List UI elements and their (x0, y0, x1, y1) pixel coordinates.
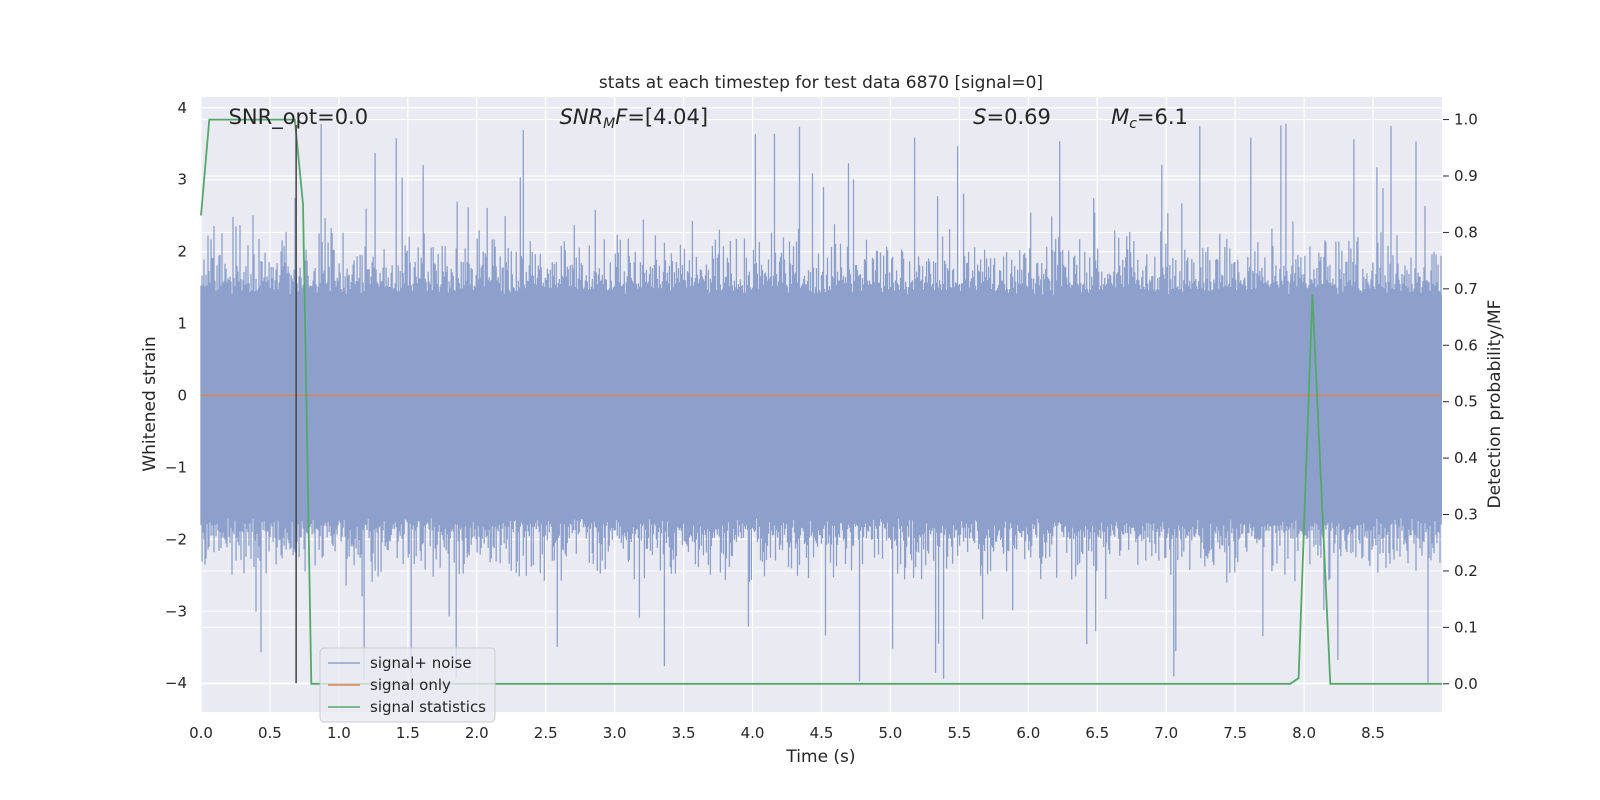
y2-tick-label: 0.8 (1454, 223, 1478, 241)
x-tick-label: 4.0 (741, 724, 765, 742)
x-tick-label: 8.5 (1361, 724, 1385, 742)
x-tick-label: 6.0 (1016, 724, 1040, 742)
y2-tick-label: 0.2 (1454, 562, 1478, 580)
noise-core-band (201, 294, 1442, 518)
legend-label-signal-plus-noise: signal+ noise (370, 654, 472, 672)
y-tick-label: −2 (165, 530, 187, 548)
y2-tick-label: 0.4 (1454, 449, 1478, 467)
y2-axis-label: Detection probability/MF (1485, 300, 1505, 509)
legend: signal+ noise signal only signal statist… (319, 647, 496, 723)
y-axis-ticks: 4 3 2 1 0 −1 −2 −3 −4 (165, 99, 187, 692)
x-tick-label: 6.5 (1085, 724, 1109, 742)
x-tick-label: 2.5 (534, 724, 558, 742)
y-tick-label: 0 (177, 387, 187, 405)
y-tick-label: 2 (177, 243, 187, 261)
legend-label-signal-only: signal only (370, 676, 451, 694)
y-tick-label: −4 (165, 674, 187, 692)
y2-tick-label: 0.3 (1454, 506, 1478, 524)
y-tick-label: 4 (177, 99, 187, 117)
annotation-0: SNR_opt=0.0 (229, 105, 369, 130)
chart-title: stats at each timestep for test data 687… (599, 73, 1043, 93)
annotation-3: Mc=6.1 (1111, 105, 1188, 132)
y-tick-label: −1 (165, 458, 187, 476)
y2-tick-label: 0.7 (1454, 280, 1478, 298)
x-tick-label: 4.5 (810, 724, 834, 742)
x-tick-label: 2.0 (465, 724, 489, 742)
legend-box (319, 647, 496, 723)
series-signal-statistics (200, 118, 1442, 685)
y2-axis-ticks: 1.0 0.9 0.8 0.7 0.6 0.5 0.4 0.3 0.2 0.1 0.0 (1443, 111, 1478, 693)
annotations: SNR_opt=0.0 SNRMF=[4.04] S=0.69 Mc=6.1 (229, 105, 1188, 132)
y-tick-label: 3 (177, 171, 187, 189)
x-tick-label: 7.5 (1223, 724, 1247, 742)
y-tick-label: −3 (165, 602, 187, 620)
x-tick-label: 0.5 (258, 724, 282, 742)
series-signal-plus-noise (200, 123, 1442, 683)
x-tick-label: 8.0 (1292, 724, 1316, 742)
annotation-2: S=0.69 (973, 105, 1051, 129)
y2-tick-label: 1.0 (1454, 111, 1478, 129)
x-tick-label: 5.0 (879, 724, 903, 742)
x-tick-label: 7.0 (1154, 724, 1178, 742)
x-tick-label: 5.5 (947, 724, 971, 742)
y2-tick-label: 0.5 (1454, 393, 1478, 411)
y-tick-label: 1 (177, 315, 187, 333)
x-tick-label: 1.5 (396, 724, 420, 742)
y2-tick-label: 0.9 (1454, 167, 1478, 185)
legend-label-signal-statistics: signal statistics (370, 698, 486, 716)
x-tick-label: 1.0 (327, 724, 351, 742)
y2-tick-label: 0.6 (1454, 336, 1478, 354)
x-tick-label: 3.0 (603, 724, 627, 742)
x-axis-label: Time (s) (785, 747, 855, 767)
x-axis-ticks: 0.0 0.5 1.0 1.5 2.0 2.5 3.0 3.5 4.0 4.5 5.0 5.5 6.0 6… (189, 724, 1385, 742)
x-tick-label: 0.0 (189, 724, 213, 742)
y2-tick-label: 0.1 (1454, 618, 1478, 636)
x-tick-label: 3.5 (672, 724, 696, 742)
y2-tick-label: 0.0 (1454, 675, 1478, 693)
y-axis-label: Whitened strain (140, 336, 160, 471)
annotation-1: SNRMF=[4.04] (560, 105, 709, 132)
